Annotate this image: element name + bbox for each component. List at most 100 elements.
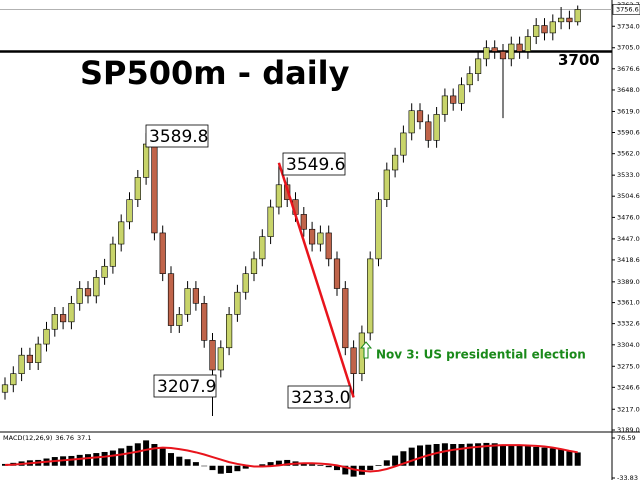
annotation-label: 3549.6	[286, 155, 345, 175]
macd-bar	[109, 450, 116, 466]
macd-bar	[574, 452, 581, 466]
macd-bar	[541, 447, 548, 466]
candle-body	[118, 221, 125, 245]
candle-body	[151, 143, 158, 234]
candle-body	[342, 288, 349, 349]
y-tick-label: 3275.0	[617, 362, 640, 370]
candle-body	[333, 258, 341, 289]
macd-bar	[508, 445, 515, 466]
candle-body	[1, 384, 9, 393]
macd-bar	[475, 443, 482, 466]
y-tick-label: 3304.0	[617, 341, 640, 349]
candle-body	[101, 265, 108, 278]
candle-body	[408, 110, 415, 134]
macd-bar	[334, 465, 340, 471]
chart-title: SP500m - daily	[80, 54, 350, 92]
candle-body	[35, 343, 42, 363]
y-tick-label: 3705.0	[617, 44, 640, 52]
macd-bar	[93, 453, 100, 466]
macd-bar	[566, 451, 573, 466]
election-arrow	[359, 341, 373, 359]
candle-body	[383, 169, 390, 200]
macd-bar	[275, 460, 282, 466]
candle-body	[400, 132, 407, 156]
current-price-box	[612, 4, 640, 15]
current-price-label: 3756.6	[616, 6, 639, 14]
macd-bar	[483, 442, 490, 466]
y-tick-label: -33.83	[617, 474, 638, 480]
candle-body	[226, 314, 233, 349]
level-label: 3700	[558, 51, 600, 69]
macd-bar	[350, 465, 357, 477]
candle-body	[317, 232, 324, 245]
y-tick-label: 3648.0	[617, 86, 640, 94]
candle-body	[524, 36, 531, 52]
macd-bar	[176, 456, 183, 466]
annotation-box	[145, 124, 209, 148]
macd-bar	[392, 455, 399, 466]
y-tick-label: 3504.6	[617, 192, 640, 200]
annotation-label: 3589.8	[149, 127, 208, 147]
candle-body	[466, 73, 473, 86]
macd-bar	[217, 465, 224, 474]
macd-bar	[134, 443, 141, 466]
macd-bar	[159, 448, 166, 466]
macd-bar	[68, 455, 75, 466]
candle-body	[391, 154, 399, 171]
annotation-box	[287, 385, 351, 409]
macd-bar	[201, 465, 208, 467]
candle-body	[308, 228, 316, 245]
candle-body	[566, 17, 573, 23]
candle-body	[59, 314, 67, 323]
macd-bar	[491, 443, 498, 466]
candle-body	[176, 314, 183, 326]
candle-body	[259, 236, 266, 260]
candle-body	[18, 354, 25, 374]
indicator-name: MACD(12,26,9)	[3, 434, 52, 442]
candle-body	[375, 199, 382, 260]
macd-bar	[168, 453, 174, 466]
candle-body	[43, 328, 50, 345]
candle-body	[267, 206, 274, 237]
y-tick-label: 3590.6	[617, 128, 640, 136]
y-tick-label: 3361.0	[617, 299, 640, 307]
candle-body	[325, 232, 332, 260]
candle-body	[474, 58, 482, 74]
candle-body	[250, 258, 258, 274]
candle-body	[159, 232, 166, 274]
macd-bar	[524, 445, 531, 466]
y-tick-label: 3447.0	[617, 235, 640, 243]
macd-bar	[516, 445, 523, 466]
annotation-label: 3233.0	[291, 388, 350, 408]
candle-body	[516, 43, 523, 52]
macd-bar	[192, 462, 199, 466]
candle-body	[126, 199, 133, 223]
y-tick-label: 76.59	[617, 434, 636, 442]
candle-body	[184, 288, 191, 315]
candle-body	[533, 25, 540, 37]
y-tick-label: 3533.0	[617, 171, 640, 179]
macd-bar	[284, 459, 291, 466]
macd-bar	[441, 443, 448, 466]
y-tick-label: 3476.0	[617, 213, 640, 221]
macd-bar	[259, 464, 266, 466]
y-tick-label: 3562.0	[617, 150, 640, 158]
y-tick-label: 3619.0	[617, 107, 640, 115]
macd-bar	[242, 465, 249, 469]
y-tick-label: 3734.0	[617, 22, 640, 30]
macd-bar	[76, 454, 83, 466]
candle-body	[425, 121, 432, 141]
macd-bar	[383, 460, 390, 466]
candle-body	[84, 288, 92, 297]
macd-bar	[466, 443, 473, 466]
macd-bar	[342, 465, 349, 475]
candle-body	[51, 314, 58, 330]
candle-body	[508, 43, 515, 60]
annotation-label: 3207.9	[157, 377, 216, 397]
election-label: Nov 3: US presidential election	[376, 348, 586, 362]
candle-body	[192, 288, 200, 304]
candle-body	[300, 214, 307, 230]
macd-bar	[300, 462, 307, 466]
macd-bar	[325, 465, 332, 468]
